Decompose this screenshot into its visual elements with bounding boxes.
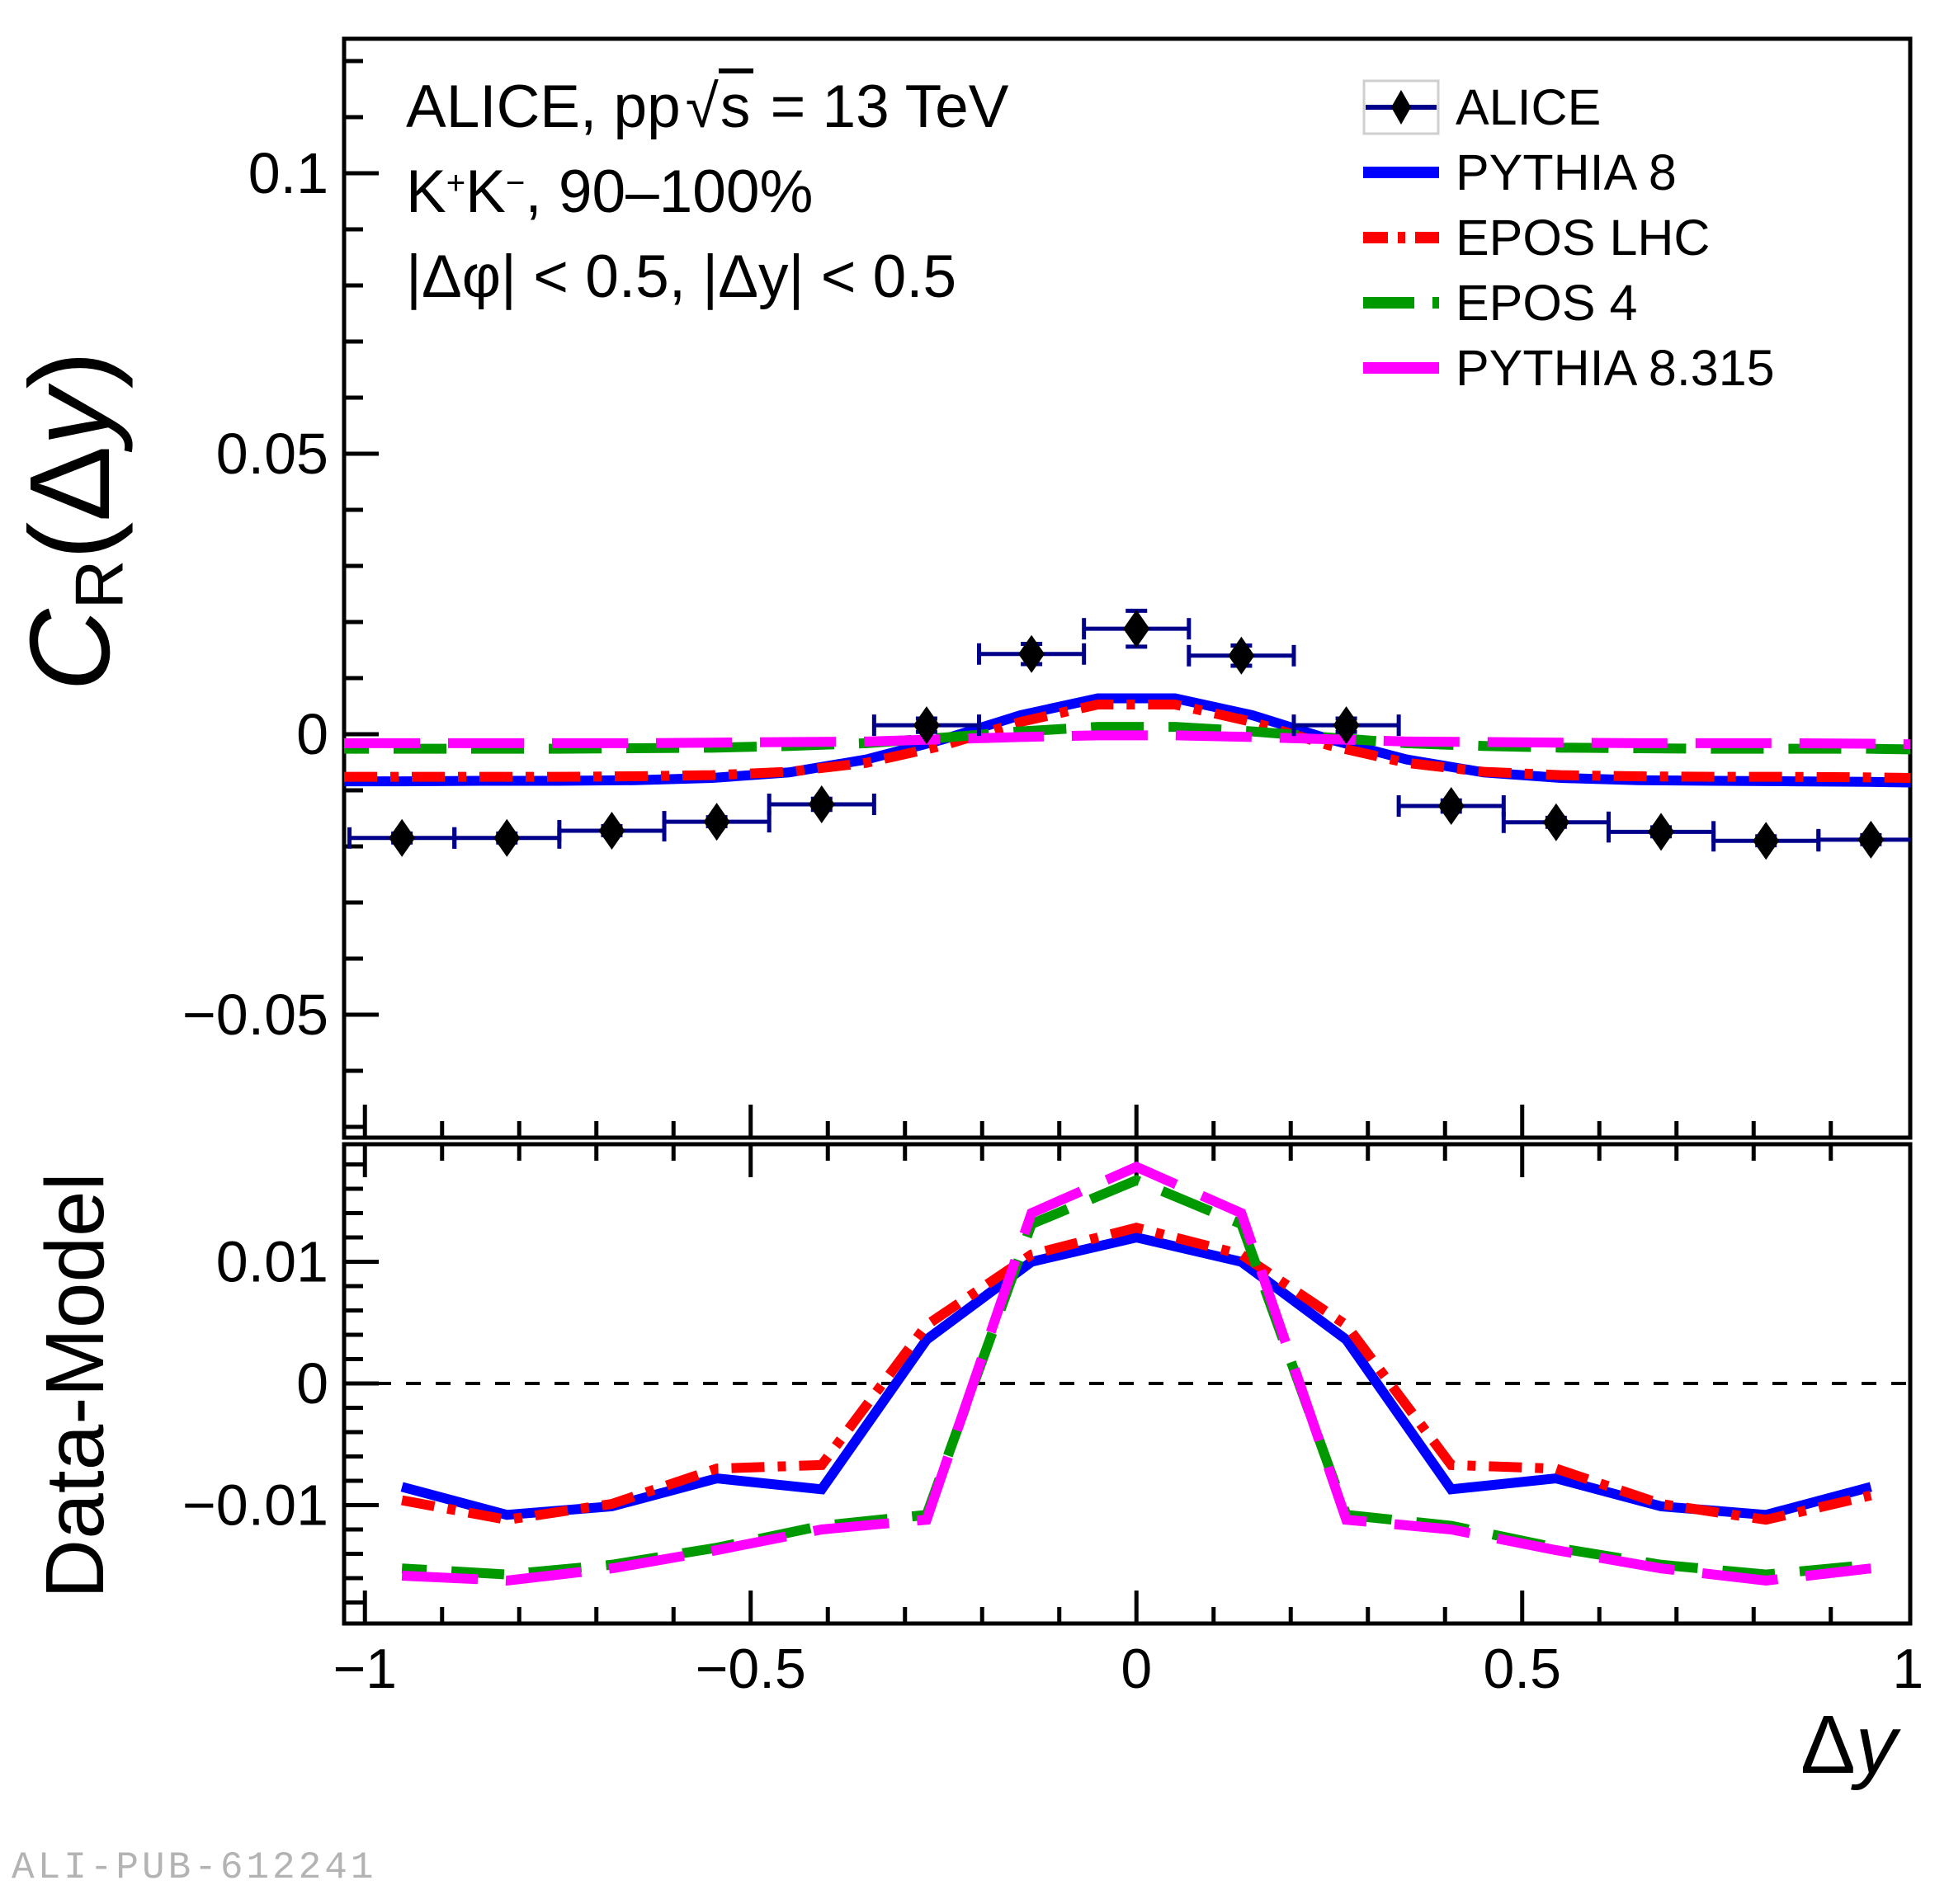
data-point-diamond [389,818,416,857]
x-axis-title: Δy [1800,1699,1897,1791]
data-point-diamond [1542,803,1569,841]
x-tick-label: −0.5 [696,1638,806,1700]
x-tick-label: −1 [333,1638,397,1700]
y-bottom-tick-label: 0.01 [216,1230,328,1294]
data-point-diamond [1018,634,1045,673]
data-point-diamond [1228,636,1255,675]
title-line-cuts: |Δφ| < 0.5, |Δy| < 0.5 [406,243,957,310]
x-tick-label: 1 [1892,1638,1923,1700]
y-top-tick-label: 0.05 [216,422,328,486]
y-bottom-tick-label: −0.01 [182,1473,328,1538]
epos4-line-swatch [1363,296,1439,309]
top-panel-frame [342,36,1913,1140]
title-energy-prefix: ALICE, pp [406,73,681,140]
legend-item-pythia8: PYTHIA 8 [1361,139,1775,205]
data-point-diamond [1857,820,1885,859]
data-point-diamond [808,785,835,823]
title-energy-suffix: = 13 TeV [753,73,1009,140]
pythia8-line-swatch [1363,166,1439,178]
data-point-diamond [493,818,521,857]
curve-pythia-8-315 [344,730,1910,750]
sqrt-argument: s [718,68,754,140]
data-point-diamond [1753,822,1780,860]
legend-item-pythia8315: PYTHIA 8.315 [1361,335,1775,400]
title-line-energy: ALICE, pp√s = 13 TeV [406,64,1008,149]
data-point-diamond [1437,787,1465,826]
legend-item-epos4: EPOS 4 [1361,270,1775,335]
data-point-diamond [703,803,730,841]
legend-item-alice: ALICE [1361,74,1775,139]
axis-tick-labels: 0.1 0.05 0 −0.05 0.01 0 −0.01 −1 −0.5 0 0.5 1 [182,141,1923,1700]
figure-id-label: ALI-PUB-612241 [12,1846,377,1889]
legend-label: PYTHIA 8.315 [1456,339,1775,396]
data-point-diamond [1648,813,1675,851]
y-top-tick-label: −0.05 [182,983,328,1047]
data-point-diamond [913,706,940,745]
x-tick-label: 0 [1121,1638,1152,1700]
y-top-tick-label: 0 [296,702,328,766]
y-top-tick-label: 0.1 [248,141,328,205]
data-point-diamond [1333,706,1360,745]
eposlhc-line-swatch [1363,231,1439,243]
alice-marker-swatch [1362,79,1440,134]
y-bottom-tick-label: 0 [296,1351,328,1416]
axis-ticks [344,59,1833,1624]
curve-epos-4 [344,722,1910,755]
ratio-curve-pythia-8-315 [401,1161,1872,1586]
alice-data-points [347,608,1910,860]
ratio-curve-epos-lhc [401,1223,1872,1525]
y-axis-title-bottom: Data-Model [29,1172,121,1599]
annotation-block: ALICE, pp√s = 13 TeV K+K−, 90–100% |Δφ| … [406,64,1008,319]
legend-label: ALICE [1456,78,1602,135]
x-tick-label: 0.5 [1483,1638,1561,1700]
legend-label: PYTHIA 8 [1456,144,1677,200]
curve-epos-lhc [344,699,1910,784]
title-line-species: K+K−, 90–100% [406,158,814,225]
ratio-curve-pythia-8 [400,1232,1872,1520]
legend: ALICE PYTHIA 8 EPOS LHC EPOS 4 PYTHIA 8.… [1361,74,1775,400]
data-point-diamond [598,811,625,850]
y-axis-title-top: CR(Δy) [7,351,138,691]
data-point-diamond [1123,610,1150,648]
sqrt-icon: √ [685,73,719,140]
legend-label: EPOS 4 [1456,274,1638,331]
bottom-panel-curves [400,1161,1872,1586]
top-panel-curves [344,693,1910,788]
legend-item-eposlhc: EPOS LHC [1361,205,1775,270]
pythia8315-line-swatch [1363,361,1439,374]
legend-label: EPOS LHC [1456,209,1711,266]
